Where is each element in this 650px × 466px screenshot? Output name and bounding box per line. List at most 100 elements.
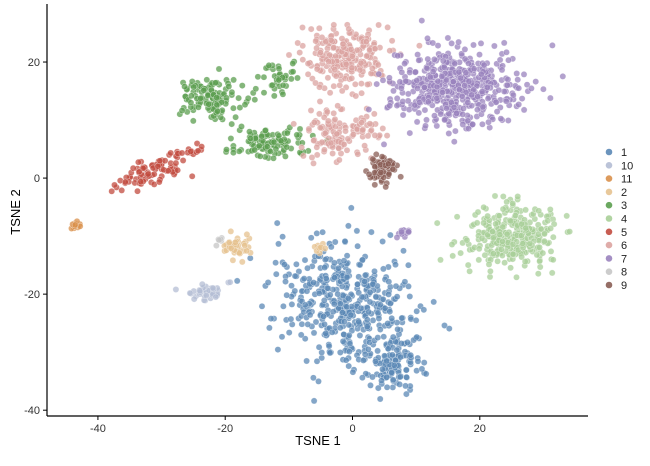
series-6 [285, 21, 423, 167]
point-cluster-4 [535, 207, 543, 215]
x-tick-label: 20 [474, 423, 486, 435]
point-cluster-7 [418, 17, 426, 24]
legend-swatch [605, 148, 613, 156]
point-cluster-7 [440, 63, 448, 71]
point-cluster-3 [232, 113, 239, 121]
point-cluster-7 [497, 115, 505, 123]
point-cluster-7 [464, 99, 472, 106]
point-cluster-7 [532, 78, 540, 85]
point-cluster-7 [449, 78, 457, 86]
point-cluster-6 [364, 132, 372, 140]
legend-label: 2 [621, 187, 627, 199]
point-cluster-7 [468, 91, 476, 99]
point-cluster-1 [328, 328, 336, 336]
point-cluster-7 [406, 69, 414, 76]
point-cluster-6 [318, 34, 326, 41]
point-cluster-4 [480, 203, 488, 211]
x-axis-ticks: -40 -20 0 20 [90, 416, 486, 435]
point-cluster-6 [324, 74, 332, 82]
point-cluster-1 [340, 257, 348, 265]
legend-swatch [605, 255, 613, 262]
point-cluster-5 [179, 157, 187, 164]
point-cluster-6 [335, 156, 343, 164]
point-cluster-4 [448, 241, 456, 248]
point-cluster-7 [390, 87, 397, 95]
point-cluster-9 [377, 169, 385, 176]
point-cluster-3 [283, 143, 291, 151]
legend-swatch [605, 241, 613, 249]
point-cluster-1 [358, 293, 366, 301]
point-cluster-1 [301, 301, 309, 309]
point-cluster-6 [331, 115, 339, 123]
point-cluster-7 [443, 76, 450, 84]
point-cluster-1 [320, 313, 327, 320]
point-cluster-6 [371, 45, 379, 53]
point-cluster-8 [215, 236, 223, 244]
point-cluster-3 [283, 129, 291, 137]
point-cluster-1 [339, 309, 346, 316]
y-tick-label: -20 [24, 289, 40, 301]
point-cluster-7 [470, 65, 478, 73]
point-cluster-4 [514, 193, 522, 200]
point-cluster-3 [247, 135, 254, 142]
point-cluster-6 [294, 39, 302, 47]
point-cluster-6 [338, 87, 346, 95]
legend-swatch [605, 188, 613, 196]
point-cluster-7 [413, 118, 421, 126]
point-cluster-5 [134, 187, 141, 195]
point-cluster-7 [479, 103, 487, 111]
point-cluster-6 [304, 60, 312, 67]
point-cluster-1 [374, 334, 382, 341]
point-cluster-4 [509, 200, 517, 207]
point-cluster-4 [501, 259, 508, 267]
point-cluster-3 [265, 62, 273, 69]
point-cluster-7 [424, 55, 432, 63]
point-cluster-1 [383, 383, 391, 391]
point-cluster-4 [484, 212, 491, 220]
point-cluster-1 [267, 315, 275, 322]
point-cluster-7 [393, 234, 401, 241]
point-cluster-7 [495, 86, 503, 94]
point-cluster-4 [475, 245, 483, 253]
point-cluster-6 [310, 160, 317, 167]
point-cluster-3 [270, 138, 278, 146]
point-cluster-6 [334, 102, 342, 110]
point-cluster-4 [489, 228, 496, 236]
point-cluster-7 [424, 98, 432, 106]
point-cluster-7 [523, 81, 531, 89]
point-cluster-1 [354, 242, 361, 250]
point-cluster-1 [379, 238, 386, 245]
point-cluster-7 [437, 110, 445, 118]
point-cluster-7 [365, 106, 373, 113]
point-cluster-4 [513, 273, 520, 281]
point-cluster-7 [491, 42, 498, 50]
point-cluster-3 [270, 92, 278, 100]
point-cluster-5 [137, 178, 145, 186]
point-cluster-1 [343, 274, 351, 281]
point-cluster-4 [473, 219, 481, 227]
x-tick-label: 0 [349, 423, 355, 435]
point-cluster-10 [186, 289, 194, 297]
point-cluster-7 [474, 106, 481, 114]
point-cluster-1 [385, 278, 393, 286]
point-cluster-4 [453, 213, 461, 221]
point-cluster-7 [486, 124, 494, 131]
point-cluster-1 [322, 330, 330, 337]
point-cluster-7 [540, 85, 547, 93]
point-cluster-6 [358, 80, 365, 87]
point-cluster-3 [255, 142, 263, 150]
y-tick-label: 0 [34, 173, 40, 185]
point-cluster-1 [345, 362, 353, 370]
point-cluster-1 [396, 373, 404, 381]
point-cluster-3 [256, 152, 264, 160]
x-tick-label: -40 [90, 423, 106, 435]
point-cluster-6 [305, 125, 313, 133]
point-cluster-4 [539, 249, 547, 257]
point-cluster-1 [374, 384, 382, 392]
point-cluster-1 [366, 298, 374, 306]
point-cluster-6 [348, 64, 356, 72]
point-cluster-6 [327, 139, 335, 147]
point-cluster-1 [303, 287, 311, 295]
point-cluster-4 [537, 225, 545, 233]
point-cluster-3 [279, 81, 287, 89]
